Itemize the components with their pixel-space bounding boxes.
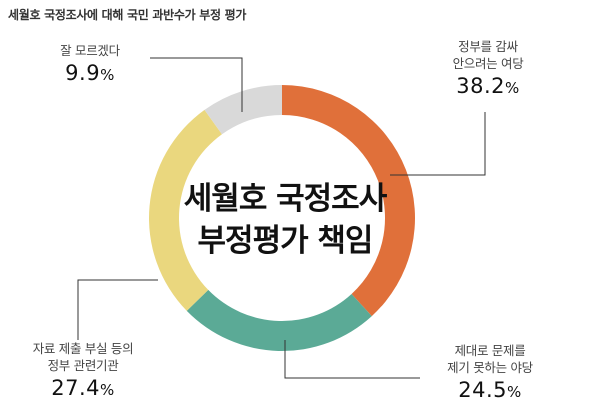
leader-line-dont-know xyxy=(150,57,243,112)
slice-value-ruling-party: 38.2% xyxy=(456,74,520,98)
slice-label-government-agencies-1: 자료 제출 부실 등의 xyxy=(32,341,134,356)
callout-government-agencies: 자료 제출 부실 등의 정부 관련기관 27.4% xyxy=(8,340,158,400)
callout-dont-know: 잘 모르겠다 9.9% xyxy=(30,42,150,85)
center-label: 세월호 국정조사 부정평가 책임 xyxy=(160,178,410,262)
slice-government-agencies xyxy=(149,109,222,311)
slice-value-dont-know: 9.9% xyxy=(65,61,115,85)
slice-label-opposition-party-1: 제대로 문제를 xyxy=(454,343,526,358)
chart-title: 세월호 국정조사에 대해 국민 과반수가 부정 평가 xyxy=(8,8,247,22)
slice-opposition-party xyxy=(186,289,372,351)
slice-label-ruling-party-1: 정부를 감싸 xyxy=(458,39,518,54)
slice-value-opposition-party: 24.5% xyxy=(458,378,522,402)
callout-opposition-party: 제대로 문제를 제기 못하는 야당 24.5% xyxy=(420,342,560,402)
slice-label-dont-know: 잘 모르겠다 xyxy=(60,43,120,58)
center-label-line1: 세월호 국정조사 xyxy=(183,181,387,217)
callout-ruling-party: 정부를 감싸 안으려는 여당 38.2% xyxy=(418,38,558,98)
slice-dont-know xyxy=(204,85,282,135)
slice-ruling-party xyxy=(282,85,416,317)
center-label-line2: 부정평가 책임 xyxy=(197,223,374,259)
slice-label-ruling-party-2: 안으려는 여당 xyxy=(452,56,524,71)
slice-value-government-agencies: 27.4% xyxy=(51,376,115,400)
slice-label-government-agencies-2: 정부 관련기관 xyxy=(47,358,119,373)
leader-line-opposition-party xyxy=(284,340,420,379)
slice-label-opposition-party-2: 제기 못하는 야당 xyxy=(447,360,533,375)
leader-line-ruling-party xyxy=(390,112,486,176)
leader-line-government-agencies xyxy=(77,279,158,340)
